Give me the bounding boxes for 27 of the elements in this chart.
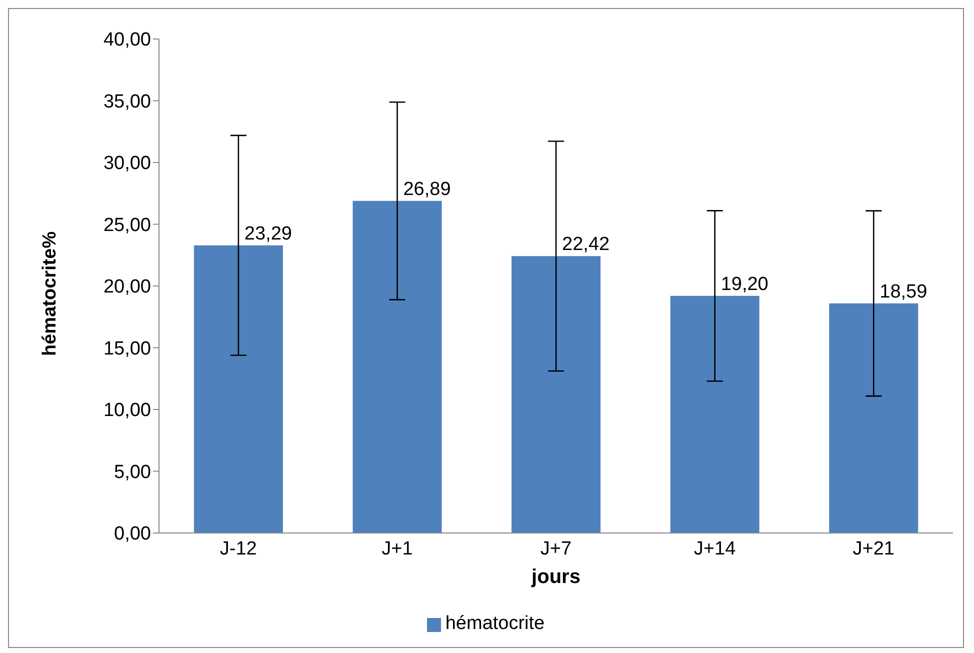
x-tick-label: J+1 [382, 538, 413, 560]
bar [512, 256, 601, 533]
y-tick-label: 15,00 [103, 338, 151, 360]
y-tick-label: 10,00 [103, 400, 151, 422]
y-tick-label: 20,00 [103, 276, 151, 298]
bar [670, 296, 760, 533]
y-tick-label: 5,00 [114, 462, 151, 483]
y-tick-label: 40,00 [103, 30, 151, 51]
y-tick-label: 30,00 [103, 153, 151, 174]
y-tick-label: 0,00 [114, 524, 151, 545]
data-label: 18,59 [880, 281, 928, 302]
bar [194, 245, 283, 533]
bar [352, 200, 442, 533]
x-tick-label: J+21 [852, 538, 894, 560]
data-label: 23,29 [244, 223, 292, 244]
data-label: 22,42 [562, 234, 610, 256]
data-label: 19,20 [720, 274, 768, 295]
data-label: 26,89 [403, 178, 451, 200]
bar [829, 303, 918, 533]
y-tick-label: 25,00 [103, 214, 151, 236]
x-axis-title: jours [530, 566, 580, 588]
y-axis-title: hématocrite% [40, 231, 61, 356]
x-tick-label: J+7 [540, 538, 572, 560]
x-tick-label: J-12 [220, 538, 257, 560]
y-tick-label: 35,00 [103, 91, 151, 112]
legend-label: hématocrite [445, 613, 545, 634]
x-tick-label: J+14 [694, 538, 736, 560]
